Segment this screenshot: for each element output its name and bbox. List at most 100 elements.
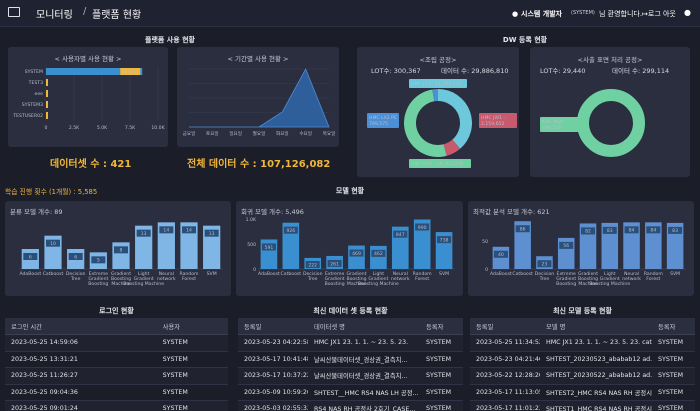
model-col-date[interactable]: 등록일 [470,318,540,335]
welcome-text: 님 환영합니다. [599,10,643,18]
table-row[interactable]: 2023-05-17 10:41:48 날씨산불데이터셋_경상권_결측치... SY… [238,351,463,368]
x-tick-label: Machine [111,281,130,287]
x-tick-label: AdaBoost [19,271,41,277]
donut-label-bg [409,79,467,88]
table-row[interactable]: 2023-05-09 10:59:26 SHTEST__HMC RS4 NAS L… [238,384,463,401]
model-cell: SHTEST_20230523_ababab12 ad... [540,351,652,368]
x-tick-label: Neural [624,271,639,277]
user-label: eee [35,92,44,97]
surface-data: 데이터 수: 299,114 [612,67,670,75]
model-col-name[interactable]: 모델 명 [540,318,652,335]
x-tick-label: Catboost [512,271,533,277]
donut-label: HMC RS4 - 15,361,048 [411,161,463,167]
login-cell: SYSTEM [156,367,228,385]
user-label: TESTUSER02 [12,113,43,119]
model-cell: SYSTEM [652,367,695,385]
bar-label-bg [515,225,530,233]
bar-value-label: 6 [74,254,77,260]
bar-value-label: 469 [352,251,361,257]
user-label: SYSTEM [25,69,43,75]
donut-label-bg [367,113,399,128]
model-col-user[interactable]: 등록자 [652,318,695,335]
donut-label-bg [479,113,517,128]
model-table: 등록일 모델 명 등록자 2023-05-25 11:34:52 HMC JX1 23… [470,318,695,411]
x-tick-label: Forest [182,276,196,282]
x-tick-label: Decision [535,271,555,277]
x-tick-label: AdaBoost [490,271,512,277]
breadcrumb-separator: / [83,6,87,17]
user-usage-title: < 사용자별 사용 현황 > [54,55,122,63]
y-tick-label: 50 [482,239,488,245]
logout-button[interactable]: ↦로그 아웃 [642,9,676,19]
bar-value-label: 738 [440,237,449,243]
dataset-cell: SYSTEM [420,400,463,411]
x-tick-label: network [622,276,641,282]
bar-label-bg [204,229,219,237]
login-cell: 2023-05-25 09:04:36 [5,384,157,401]
user-bar [46,112,48,119]
table-row[interactable]: 2023-05-17 11:13:05 SHTEST2_HMC RS4 NAS R… [470,384,695,401]
table-row[interactable]: 2023-05-17 10:37:22 날씨산불데이터셋_경상권_결측치... SY… [238,367,463,385]
model-cell: SHTEST2_HMC RS4 NAS RH 공정시... [540,384,652,401]
bar-label-bg [305,261,320,268]
login-cell: 2023-05-25 11:26:27 [5,367,157,385]
dataset-cell: 2023-05-23 04:22:58 [238,334,308,352]
model-bar [413,219,431,269]
user-icon: ● [512,10,519,18]
bar-value-label: 462 [374,251,383,257]
model-cell: 2023-05-17 11:13:05 [470,384,540,401]
table-row[interactable]: 2023-05-25 09:04:36 SYSTEM [5,384,228,401]
model-cell: SYSTEM [652,334,695,352]
login-col-user[interactable]: 사용자 [156,318,228,335]
table-row[interactable]: 2023-05-25 14:59:06 SYSTEM [5,334,228,352]
assembly-donut: HMC JX1 - 11,566,533 HMC JW1 -2,159,652 HM… [367,79,517,168]
x-tick-label: 7.5K [125,125,136,131]
user-name: 시스템 개발자 [521,10,563,18]
table-row[interactable]: 2023-05-03 02:55:33 RS4 NAS RH 공정사 2호기_CA… [238,400,463,411]
donut-label-bg [540,117,580,132]
x-tick-label: network [157,276,176,282]
bar-value-label: 83 [672,228,678,234]
model-bar [112,242,130,269]
app-title: 모니터링 [36,10,73,21]
bar-label-bg [114,246,128,254]
login-table: 로그인 시간 사용자 2023-05-25 14:59:06 SYSTEM 2023-… [5,318,228,411]
x-tick-label: Gradient [556,276,576,282]
model-cell: 2023-05-17 11:01:23 [470,400,540,411]
dataset-col-user[interactable]: 등록자 [420,318,463,335]
table-row[interactable]: 2023-05-23 04:21:46 SHTEST_20230523_ababa… [470,351,695,368]
table-row[interactable]: 2023-05-25 11:34:52 HMC JX1 23. 1. 1. ~ 2… [470,334,695,352]
x-tick-label: Decision [66,271,86,277]
x-tick-label: Extreme [89,271,109,277]
x-tick-label: Boosting Machine [358,281,399,287]
login-col-time[interactable]: 로그인 시간 [5,318,157,335]
dataset-cell: SYSTEM [420,351,463,368]
bar-value-label: 14 [186,228,192,234]
login-cell: SYSTEM [156,384,228,401]
profile-icon[interactable]: ● [684,8,691,17]
table-row[interactable]: 2023-05-25 11:26:27 SYSTEM [5,367,228,385]
dataset-table-wrap: 등록일 데이터셋 명 등록자 2023-05-23 04:22:58 HMC JX1 … [238,318,463,411]
table-row[interactable]: 2023-05-25 09:01:24 SYSTEM [5,400,228,411]
dataset-col-date[interactable]: 등록일 [238,318,308,335]
user-bar [46,101,48,108]
dataset-col-name[interactable]: 데이터셋 명 [308,318,420,335]
table-row[interactable]: 2023-05-17 11:01:23 SHTEST1_HMC RS4 NAS R… [470,400,695,411]
platform-section-title: 플랫폼 사용 현황 [145,36,195,44]
model-cell: SYSTEM [652,400,695,411]
x-tick-label: SVM [439,271,449,277]
table-row[interactable]: 2023-05-23 04:22:58 HMC JX1 23. 1. 1. ~ 2… [238,334,463,352]
bar-value-label: 84 [650,228,656,234]
model-bar [157,222,175,269]
bar-value-label: 40 [498,252,504,258]
table-row[interactable]: 2023-05-25 13:31:21 SYSTEM [5,351,228,368]
user-usage-chart: 0 2.5K 5.0K 7.5K 10.0K SYSTEM 8,595 TEST3 eee SYS… [12,66,166,131]
x-tick-label: 일요일 [229,130,242,137]
dataset-table: 등록일 데이터셋 명 등록자 2023-05-23 04:22:58 HMC JX1 … [238,318,463,411]
surface-title: <사출 표면 처리 공정> [577,56,643,64]
bar-value-label: 84 [629,228,635,234]
table-row[interactable]: 2023-05-22 12:28:20 SHTEST_20230522_ababa… [470,367,695,385]
regression-chart: 0 500 1.0K 591 AdaBoost 926 Catboost 222 Decisio… [246,217,455,287]
